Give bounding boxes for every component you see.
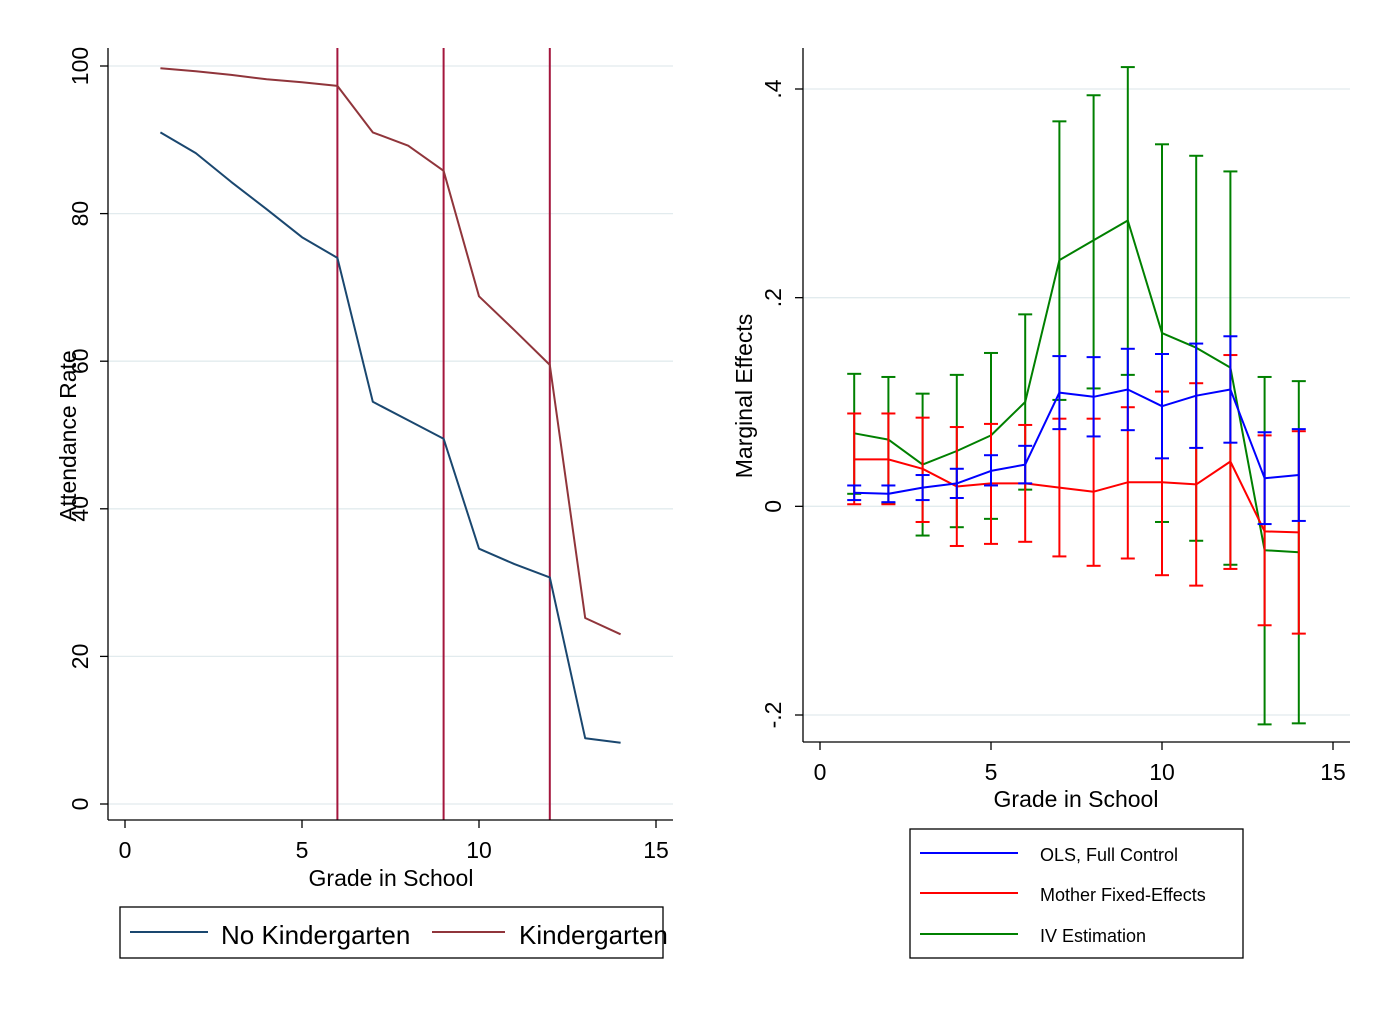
attendance-y-tick-label: 0 xyxy=(67,798,93,811)
attendance-y-tick-label: 60 xyxy=(67,348,93,374)
effects-legend: OLS, Full Control Mother Fixed-Effects I… xyxy=(909,828,1244,959)
kindergarten-line xyxy=(160,67,622,636)
no-kindergarten-line xyxy=(159,131,621,744)
attendance-y-tick-label: 80 xyxy=(67,201,93,227)
iv-line xyxy=(854,219,1299,554)
attendance-vertical-lines xyxy=(336,48,551,820)
effects-x-axis-title: Grade in School xyxy=(994,786,1159,812)
attendance-gridlines xyxy=(108,65,673,805)
ols-line xyxy=(854,388,1299,495)
iv-series xyxy=(847,66,1306,726)
effects-y-tick-label: .2 xyxy=(760,288,786,307)
legend-label-iv: IV Estimation xyxy=(1040,926,1146,946)
effects-y-ticks: -.2 0 .2 .4 xyxy=(760,79,803,728)
ols-series xyxy=(847,335,1306,526)
attendance-x-tick-label: 5 xyxy=(296,837,309,863)
effects-y-tick-label: .4 xyxy=(760,79,786,98)
attendance-y-tick-label: 100 xyxy=(67,47,93,85)
attendance-y-tick-label: 20 xyxy=(67,644,93,670)
effects-x-tick-label: 5 xyxy=(985,759,998,785)
attendance-x-ticks: 0 5 10 15 xyxy=(119,820,669,863)
attendance-chart: 0 5 10 15 0 20 40 60 80 100 Grade in School Atte… xyxy=(55,47,673,959)
attendance-legend-box xyxy=(119,906,664,959)
effects-x-tick-label: 15 xyxy=(1320,759,1346,785)
attendance-y-ticks: 0 20 40 60 80 100 xyxy=(67,47,108,811)
attendance-x-tick-label: 15 xyxy=(643,837,669,863)
effects-y-tick-label: -.2 xyxy=(760,702,786,729)
effects-x-tick-label: 10 xyxy=(1149,759,1175,785)
legend-label-kindergarten: Kindergarten xyxy=(519,920,668,950)
effects-y-tick-label: 0 xyxy=(760,500,786,513)
attendance-x-tick-label: 10 xyxy=(466,837,492,863)
legend-label-no-kindergarten: No Kindergarten xyxy=(221,920,410,950)
mother-fe-series xyxy=(847,354,1306,635)
attendance-y-axis-title: Attendance Rate xyxy=(55,350,81,521)
attendance-legend: No Kindergarten Kindergarten xyxy=(119,906,668,959)
marginal-effects-chart: 0 5 10 15 -.2 0 .2 .4 Grade in School Marginal… xyxy=(731,48,1350,959)
effects-y-axis-title: Marginal Effects xyxy=(731,314,757,478)
effects-gridlines xyxy=(803,88,1350,716)
legend-label-mother-fe: Mother Fixed-Effects xyxy=(1040,885,1206,905)
attendance-x-tick-label: 0 xyxy=(119,837,132,863)
effects-x-ticks: 0 5 10 15 xyxy=(814,742,1346,785)
mother-fe-line xyxy=(854,458,1299,534)
effects-series xyxy=(847,66,1306,726)
attendance-x-axis-title: Grade in School xyxy=(309,865,474,891)
attendance-series xyxy=(159,67,622,744)
legend-label-ols: OLS, Full Control xyxy=(1040,845,1178,865)
effects-x-tick-label: 0 xyxy=(814,759,827,785)
attendance-y-tick-label: 40 xyxy=(67,496,93,522)
